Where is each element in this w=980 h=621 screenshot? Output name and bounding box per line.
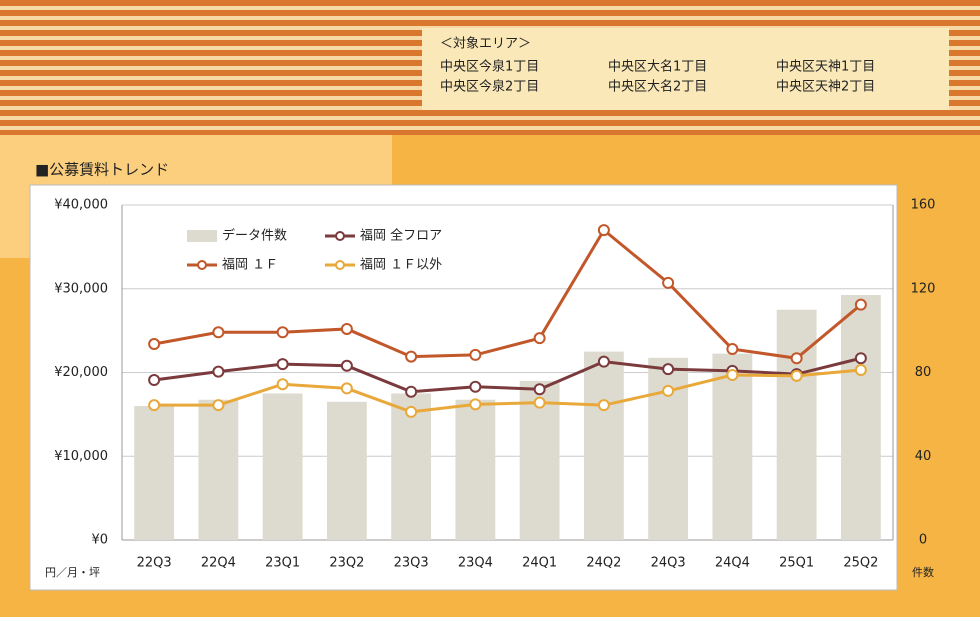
- legend-swatch: [335, 260, 345, 270]
- y-unit: 円／月・坪: [45, 566, 100, 579]
- y-tick-label: ¥20,000: [54, 365, 108, 380]
- marker: [148, 338, 161, 351]
- stripe: [0, 110, 980, 116]
- bar: [391, 393, 432, 540]
- area-name: 中央区今泉1丁目: [440, 59, 539, 75]
- marker: [469, 398, 482, 411]
- legend-label: 福岡 全フロア: [360, 228, 442, 244]
- area-name: 中央区大名2丁目: [608, 79, 707, 95]
- marker: [662, 363, 675, 376]
- marker: [662, 384, 675, 397]
- stripe: [0, 120, 980, 126]
- marker: [726, 369, 739, 382]
- stripe: [0, 10, 980, 16]
- marker: [662, 276, 675, 289]
- area-box: [422, 28, 949, 110]
- marker: [533, 332, 546, 345]
- bar: [198, 399, 239, 540]
- x-tick-label: 23Q2: [329, 556, 364, 571]
- legend-swatch: [187, 230, 217, 242]
- x-tick-label: 24Q2: [586, 556, 621, 571]
- legend-label: データ件数: [222, 228, 287, 244]
- marker: [533, 383, 546, 396]
- x-tick-label: 22Q3: [137, 556, 172, 571]
- marker: [533, 396, 546, 409]
- marker: [148, 399, 161, 412]
- marker: [340, 359, 353, 372]
- bar: [326, 401, 367, 540]
- marker: [469, 380, 482, 393]
- marker: [726, 343, 739, 356]
- marker: [405, 385, 418, 398]
- stripe: [0, 0, 980, 6]
- marker: [597, 224, 610, 237]
- marker: [212, 326, 225, 339]
- y2-tick-label: 160: [911, 198, 936, 213]
- marker: [790, 352, 803, 365]
- bar: [840, 295, 881, 540]
- bar: [134, 406, 175, 540]
- legend-label: 福岡 １Ｆ: [222, 258, 278, 273]
- y-tick-label: ¥0: [91, 533, 108, 548]
- area-title: ＜対象エリア＞: [440, 37, 531, 52]
- area-name: 中央区天神1丁目: [776, 60, 875, 75]
- x-tick-label: 24Q4: [715, 556, 750, 571]
- y2-tick-label: 80: [915, 365, 932, 380]
- area-name: 中央区今泉2丁目: [440, 79, 539, 95]
- y-tick-label: ¥40,000: [54, 198, 108, 213]
- line: [154, 368, 862, 414]
- marker: [212, 365, 225, 378]
- y2-tick-label: 0: [919, 533, 927, 548]
- legend-swatch: [335, 231, 345, 241]
- legend-label: 福岡 １Ｆ以外: [360, 258, 442, 273]
- marker: [469, 348, 482, 361]
- y-tick-label: ¥10,000: [54, 449, 108, 464]
- x-tick-label: 25Q1: [779, 556, 814, 571]
- bar: [712, 353, 753, 540]
- x-tick-label: 22Q4: [201, 556, 236, 571]
- marker: [405, 405, 418, 418]
- marker: [212, 399, 225, 412]
- stripe: [0, 130, 980, 136]
- bar: [776, 309, 817, 540]
- x-tick-label: 23Q3: [394, 556, 429, 571]
- marker: [405, 350, 418, 363]
- marker: [597, 355, 610, 368]
- y-tick-label: ¥30,000: [54, 281, 108, 296]
- marker: [276, 326, 289, 339]
- marker: [276, 378, 289, 391]
- bar: [583, 351, 624, 540]
- x-tick-label: 23Q4: [458, 556, 493, 571]
- area-name: 中央区天神2丁目: [776, 80, 875, 95]
- marker: [276, 358, 289, 371]
- marker: [148, 374, 161, 387]
- y2-tick-label: 120: [911, 281, 936, 296]
- marker: [340, 322, 353, 335]
- plot: ¥0 ¥10,000 ¥20,000 ¥30,000 ¥40,000 0 40 80 120 16…: [54, 198, 935, 571]
- y2-tick-label: 40: [915, 449, 932, 464]
- marker: [597, 399, 610, 412]
- area-name: 中央区大名1丁目: [608, 59, 707, 75]
- x-tick-label: 23Q1: [265, 556, 300, 571]
- legend-swatch: [197, 260, 207, 270]
- marker: [790, 369, 803, 382]
- bar: [455, 399, 496, 540]
- line: [153, 227, 862, 360]
- stripe: [0, 20, 980, 26]
- x-tick-label: 24Q3: [651, 556, 686, 571]
- marker: [854, 352, 867, 365]
- marker: [340, 382, 353, 395]
- marker: [854, 298, 867, 311]
- marker: [854, 363, 867, 376]
- y2-unit: 件数: [912, 566, 934, 579]
- bar: [262, 393, 303, 540]
- line: [153, 356, 862, 394]
- section-title: ■公募賃料トレンド: [35, 161, 169, 179]
- x-tick-label: 24Q1: [522, 556, 557, 571]
- x-tick-label: 25Q2: [843, 556, 878, 571]
